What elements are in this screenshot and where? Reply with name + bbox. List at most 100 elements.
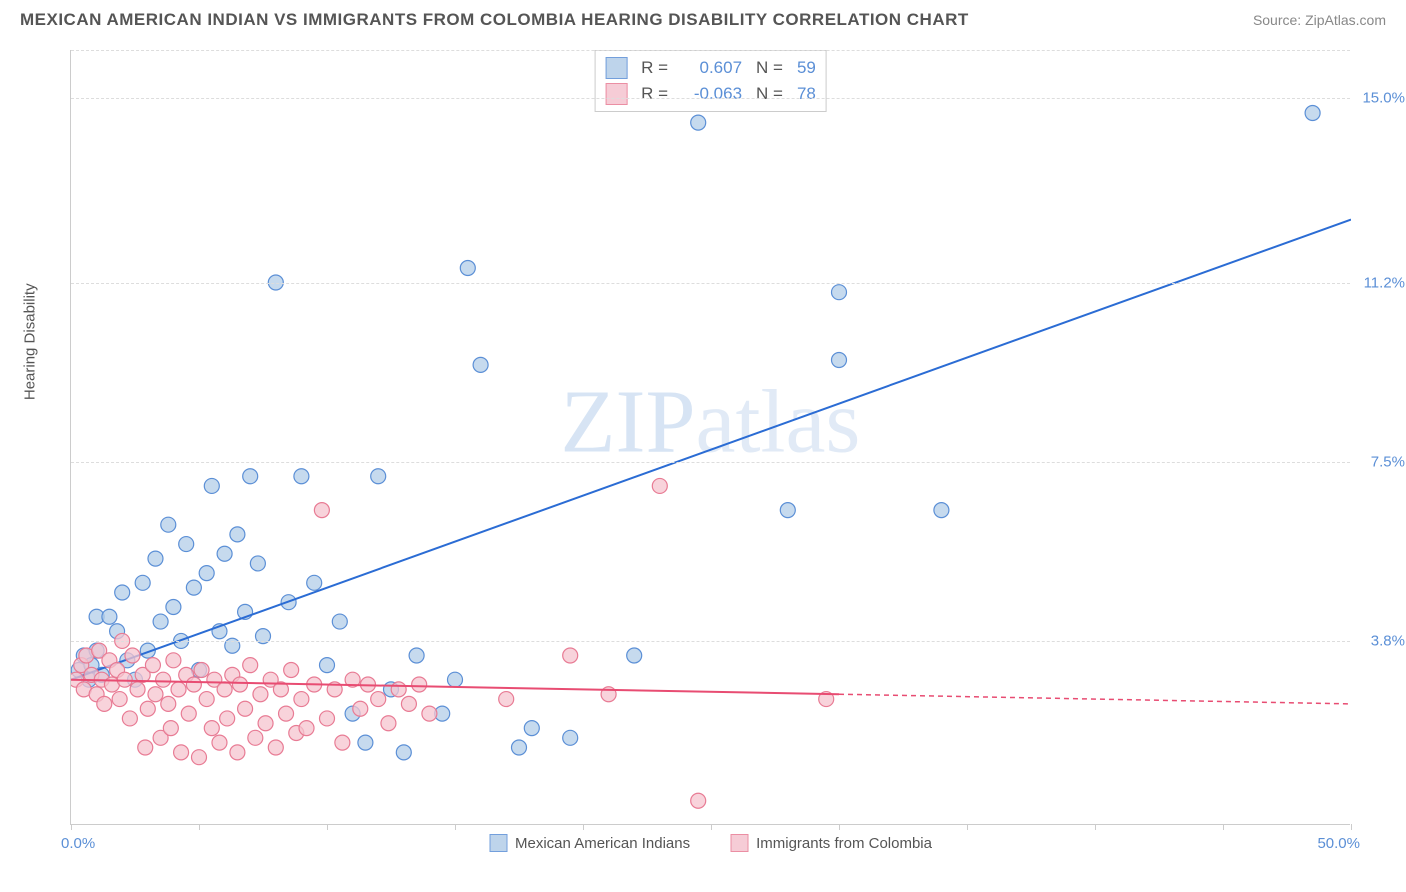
data-point: [563, 648, 578, 663]
data-point: [253, 687, 268, 702]
data-point: [412, 677, 427, 692]
data-point: [122, 711, 137, 726]
data-point: [780, 503, 795, 518]
data-point: [230, 527, 245, 542]
data-point: [460, 260, 475, 275]
data-point: [422, 706, 437, 721]
legend-swatch: [730, 834, 748, 852]
data-point: [248, 730, 263, 745]
stats-legend: R =0.607N =59R =-0.063N =78: [594, 50, 827, 112]
data-point: [217, 546, 232, 561]
x-tick: [199, 824, 200, 830]
data-point: [627, 648, 642, 663]
data-point: [153, 614, 168, 629]
x-axis-min-label: 0.0%: [61, 835, 95, 852]
legend-swatch: [605, 57, 627, 79]
data-point: [832, 285, 847, 300]
data-point: [279, 706, 294, 721]
data-point: [250, 556, 265, 571]
data-point: [563, 730, 578, 745]
data-point: [258, 716, 273, 731]
data-point: [112, 692, 127, 707]
data-point: [192, 750, 207, 765]
data-point: [307, 575, 322, 590]
data-point: [186, 580, 201, 595]
data-point: [409, 648, 424, 663]
data-point: [396, 745, 411, 760]
chart-header: MEXICAN AMERICAN INDIAN VS IMMIGRANTS FR…: [10, 10, 1396, 35]
gridline: [71, 98, 1350, 99]
y-axis-label: Hearing Disability: [22, 283, 39, 400]
data-point: [199, 692, 214, 707]
y-tick-label: 3.8%: [1371, 632, 1405, 649]
data-point: [512, 740, 527, 755]
data-point: [220, 711, 235, 726]
data-point: [115, 585, 130, 600]
gridline: [71, 50, 1350, 51]
data-point: [163, 721, 178, 736]
data-point: [381, 716, 396, 731]
data-point: [332, 614, 347, 629]
data-point: [217, 682, 232, 697]
data-point: [179, 537, 194, 552]
data-point: [186, 677, 201, 692]
x-tick: [839, 824, 840, 830]
y-tick-label: 7.5%: [1371, 453, 1405, 470]
data-point: [230, 745, 245, 760]
gridline: [71, 462, 1350, 463]
data-point: [391, 682, 406, 697]
x-tick: [583, 824, 584, 830]
data-point: [161, 517, 176, 532]
data-point: [243, 469, 258, 484]
trend-line-dashed: [839, 694, 1351, 704]
legend-label: Mexican American Indians: [515, 835, 690, 852]
n-value: 59: [797, 58, 816, 78]
legend-item: Mexican American Indians: [489, 834, 690, 852]
data-point: [130, 682, 145, 697]
data-point: [335, 735, 350, 750]
data-point: [691, 793, 706, 808]
plot-area: ZIPatlas R =0.607N =59R =-0.063N =78 0.0…: [70, 50, 1350, 825]
chart-source: Source: ZipAtlas.com: [1253, 12, 1386, 28]
chart-container: Hearing Disability ZIPatlas R =0.607N =5…: [20, 35, 1400, 865]
data-point: [294, 692, 309, 707]
r-label: R =: [641, 58, 668, 78]
x-tick: [1351, 824, 1352, 830]
data-point: [499, 692, 514, 707]
data-point: [284, 663, 299, 678]
data-point: [934, 503, 949, 518]
x-tick: [1223, 824, 1224, 830]
data-point: [125, 648, 140, 663]
data-point: [102, 609, 117, 624]
data-point: [204, 721, 219, 736]
data-point: [238, 701, 253, 716]
data-point: [691, 115, 706, 130]
data-point: [401, 696, 416, 711]
data-point: [212, 735, 227, 750]
data-point: [448, 672, 463, 687]
data-point: [138, 740, 153, 755]
data-point: [299, 721, 314, 736]
gridline: [71, 283, 1350, 284]
r-value: -0.063: [682, 84, 742, 104]
stats-legend-row: R =0.607N =59: [605, 55, 816, 81]
bottom-legend: Mexican American IndiansImmigrants from …: [489, 834, 932, 852]
data-point: [148, 551, 163, 566]
data-point: [204, 478, 219, 493]
x-tick: [71, 824, 72, 830]
data-point: [166, 600, 181, 615]
data-point: [652, 478, 667, 493]
data-point: [314, 503, 329, 518]
data-point: [140, 701, 155, 716]
data-point: [371, 692, 386, 707]
data-point: [358, 735, 373, 750]
gridline: [71, 641, 1350, 642]
stats-legend-row: R =-0.063N =78: [605, 81, 816, 107]
x-tick: [1095, 824, 1096, 830]
x-axis-max-label: 50.0%: [1317, 835, 1360, 852]
data-point: [371, 469, 386, 484]
x-tick: [327, 824, 328, 830]
x-tick: [711, 824, 712, 830]
data-point: [97, 696, 112, 711]
y-tick-label: 11.2%: [1364, 274, 1405, 291]
